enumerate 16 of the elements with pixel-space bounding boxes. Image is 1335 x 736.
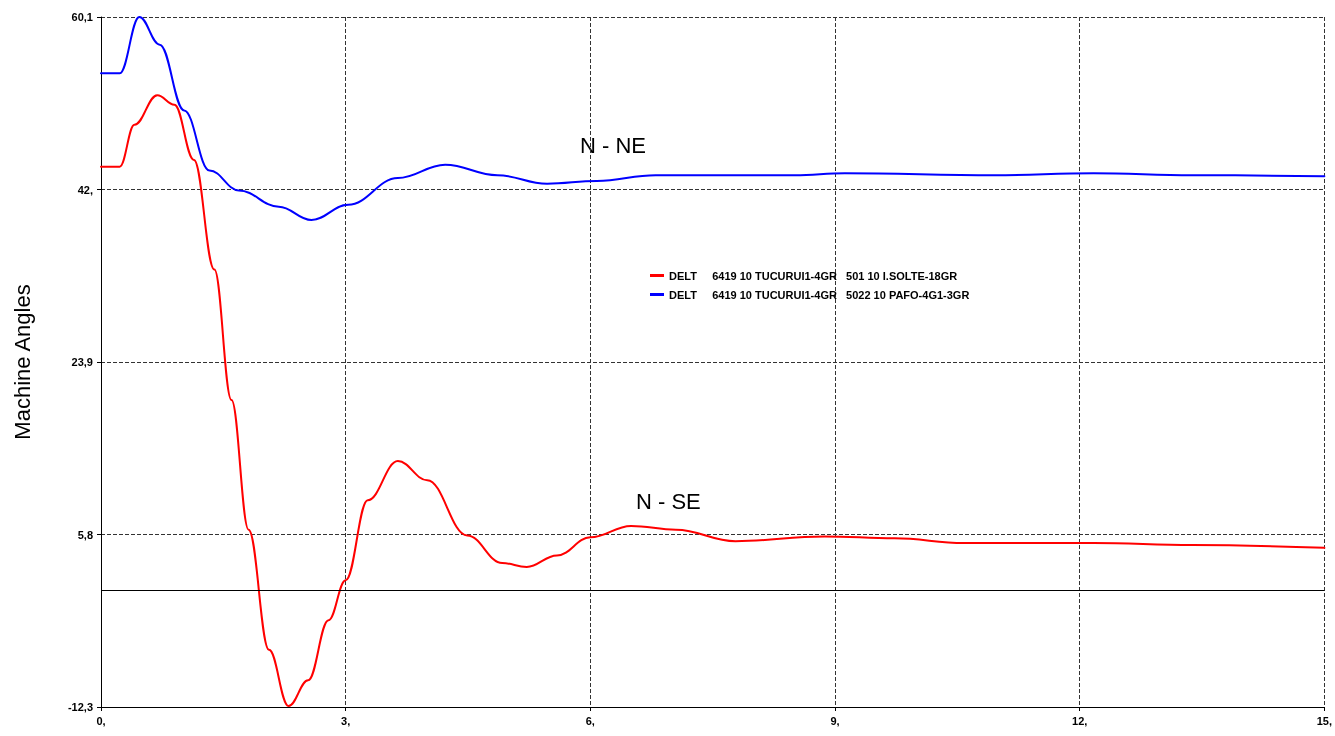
y-tick-label: 23,9 — [71, 356, 93, 368]
y-axis-title: Machine Angles — [9, 284, 35, 440]
annotation: N - SE — [636, 488, 701, 514]
legend-label: DELT 6419 10 TUCURUI1-4GR 501 10 I.SOLTE-18GR — [669, 269, 958, 282]
annotation: N - NE — [580, 132, 646, 158]
x-tick-label: 6, — [585, 714, 595, 727]
x-tick-label: 0, — [96, 714, 106, 727]
x-tick-label: 12, — [1072, 714, 1088, 727]
x-tick-label: 9, — [830, 714, 840, 727]
y-tick-label: -12,3 — [67, 701, 93, 713]
x-tick-label: 3, — [341, 714, 351, 727]
y-tick-label: 60,1 — [71, 11, 93, 23]
y-tick-label: 5,8 — [77, 528, 93, 541]
legend-label: DELT 6419 10 TUCURUI1-4GR 5022 10 PAFO-4G1-3GR — [669, 288, 970, 301]
y-tick-label: 42, — [77, 183, 93, 196]
x-tick-label: 15, — [1316, 714, 1332, 727]
